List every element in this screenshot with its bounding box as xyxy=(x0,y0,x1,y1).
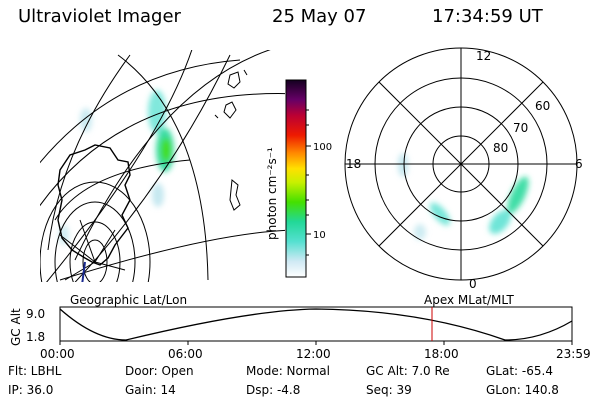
status-gain: Gain: 14 xyxy=(125,383,176,397)
orbit-altitude-plot xyxy=(59,306,573,342)
status-ip: IP: 36.0 xyxy=(8,383,54,397)
aurora-emission-left xyxy=(59,90,174,245)
timeline-y-axis-label: GC Alt xyxy=(9,308,23,346)
aurora-emission-polar xyxy=(398,153,529,240)
timeline-y-tick-low: 1.8 xyxy=(26,330,45,344)
geographic-map xyxy=(40,50,285,282)
time-label: 17:34:59 UT xyxy=(432,6,543,27)
right-panel-caption: Apex MLat/MLT xyxy=(424,293,514,307)
status-glon: GLon: 140.8 xyxy=(486,383,559,397)
status-glat: GLat: -65.4 xyxy=(486,364,553,378)
status-dsp: Dsp: -4.8 xyxy=(246,383,301,397)
left-panel-caption: Geographic Lat/Lon xyxy=(70,293,187,307)
mlt-label-18: 18 xyxy=(346,157,361,171)
timeline-x-tick-1200: 12:00 xyxy=(296,347,331,361)
date-label: 25 May 07 xyxy=(272,6,367,27)
altitude-curve xyxy=(59,308,573,341)
timeline-x-tick-0000: 00:00 xyxy=(40,347,75,361)
status-filter: Flt: LBHL xyxy=(8,364,62,378)
mlt-label-12: 12 xyxy=(476,49,491,63)
status-door: Door: Open xyxy=(125,364,194,378)
lat-label-70: 70 xyxy=(513,121,528,135)
colorbar-tick-100: 100 xyxy=(313,142,332,153)
status-seq: Seq: 39 xyxy=(366,383,412,397)
timeline-x-tick-1800: 18:00 xyxy=(424,347,459,361)
colorbar xyxy=(285,79,307,278)
timeline-x-tick-2359: 23:59 xyxy=(556,347,591,361)
timeline-y-tick-high: 9.0 xyxy=(26,307,45,321)
instrument-title: Ultraviolet Imager xyxy=(18,6,181,27)
polar-plot xyxy=(344,47,578,281)
timeline-x-tick-0600: 06:00 xyxy=(168,347,203,361)
status-gc-alt: GC Alt: 7.0 Re xyxy=(366,364,450,378)
coastline-detail xyxy=(214,69,248,211)
mlt-label-6: 6 xyxy=(575,157,583,171)
lat-label-80: 80 xyxy=(493,141,508,155)
mlt-label-0: 0 xyxy=(469,277,477,291)
lat-label-60: 60 xyxy=(535,99,550,113)
continent-outline xyxy=(57,144,131,266)
colorbar-tick-10: 10 xyxy=(313,230,326,241)
colorbar-unit-label: photon cm⁻²s⁻¹ xyxy=(265,147,279,240)
footprint-track xyxy=(81,261,86,282)
status-mode: Mode: Normal xyxy=(246,364,330,378)
